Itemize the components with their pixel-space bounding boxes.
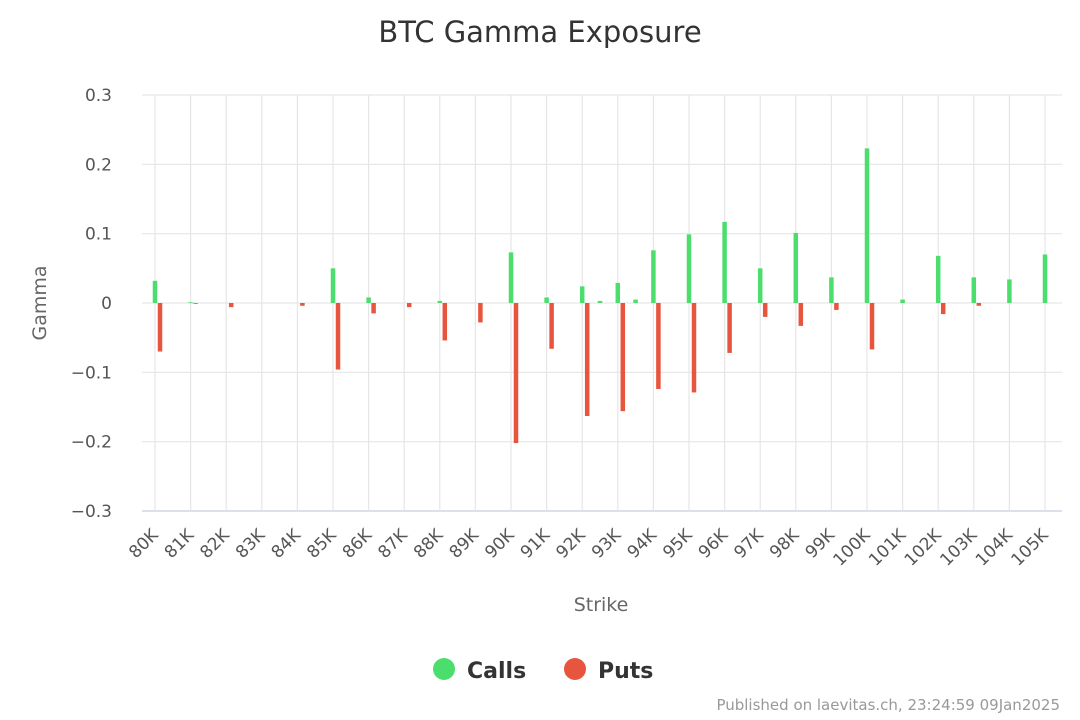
- bar-calls: [900, 299, 905, 303]
- chart-title: BTC Gamma Exposure: [378, 15, 701, 49]
- x-tick-label: 100K: [830, 525, 876, 571]
- x-tick-label: 90K: [481, 525, 519, 563]
- bar-calls: [757, 268, 763, 303]
- bar-puts: [762, 303, 768, 317]
- bar-calls: [686, 234, 692, 303]
- bar-calls: [579, 286, 585, 303]
- x-tick-label: 87K: [374, 525, 412, 563]
- bar-puts: [335, 303, 341, 370]
- bar-calls: [152, 280, 158, 303]
- bar-puts: [656, 303, 661, 389]
- x-tick-label: 83K: [232, 525, 270, 563]
- bar-puts: [620, 303, 626, 412]
- x-tick-label: 102K: [901, 525, 947, 571]
- legend-item-puts[interactable]: Puts: [564, 658, 653, 684]
- y-tick-label: 0.3: [85, 86, 112, 106]
- legend: Calls Puts: [433, 658, 653, 684]
- x-tick-label: 93K: [588, 525, 626, 563]
- y-tick-label: −0.2: [71, 433, 112, 453]
- bar-calls: [544, 297, 549, 303]
- bar-puts: [798, 303, 804, 326]
- x-tick-label: 82K: [196, 525, 234, 563]
- y-tick-label: 0.2: [85, 155, 112, 175]
- y-tick-label: −0.3: [71, 502, 112, 522]
- bar-calls: [935, 255, 941, 303]
- x-tick-label: 81K: [161, 525, 199, 563]
- bar-calls: [971, 277, 977, 303]
- x-tick-label: 89K: [446, 525, 484, 563]
- x-tick-label: 91K: [517, 525, 555, 563]
- bar-calls: [330, 268, 336, 303]
- bar-puts: [584, 303, 590, 417]
- bar-puts: [513, 303, 519, 444]
- x-tick-label: 97K: [730, 525, 768, 563]
- bar-calls: [793, 232, 799, 303]
- x-tick-label: 105K: [1008, 525, 1054, 571]
- bar-puts: [406, 303, 412, 308]
- bar-calls: [1042, 254, 1048, 303]
- y-axis-title: Gamma: [29, 265, 51, 340]
- bar-puts: [442, 303, 448, 341]
- bar-puts: [869, 303, 875, 350]
- bar-puts: [157, 303, 163, 352]
- legend-marker-calls: [433, 658, 455, 680]
- x-tick-label: 94K: [624, 525, 662, 563]
- bar-puts: [193, 303, 198, 304]
- x-tick-label: 85K: [303, 525, 341, 563]
- bar-calls: [864, 148, 870, 303]
- y-axis-ticks: 0.3 0.2 0.1 0 −0.1 −0.2 −0.3: [71, 86, 112, 522]
- y-tick-label: −0.1: [71, 363, 112, 383]
- legend-label-puts: Puts: [598, 659, 653, 684]
- y-tick-label: 0: [101, 294, 112, 314]
- bar-puts: [834, 303, 839, 310]
- bars: [152, 148, 1048, 444]
- x-tick-label: 96K: [695, 525, 733, 563]
- x-tick-label: 98K: [766, 525, 804, 563]
- legend-item-calls[interactable]: Calls: [433, 658, 526, 684]
- bar-puts: [228, 303, 234, 308]
- bar-puts: [976, 303, 982, 306]
- bar-calls: [633, 299, 638, 303]
- bar-calls: [829, 277, 834, 303]
- x-axis-ticks: 80K81K82K83K84K85K86K87K88K89K90K91K92K9…: [125, 525, 1053, 571]
- bar-calls: [1007, 279, 1012, 303]
- x-tick-label: 80K: [125, 525, 163, 563]
- bar-calls: [188, 302, 193, 304]
- x-tick-label: 84K: [268, 525, 306, 563]
- bar-puts: [371, 303, 376, 314]
- legend-marker-puts: [564, 658, 586, 680]
- x-tick-label: 92K: [552, 525, 590, 563]
- x-tick-label: 104K: [972, 525, 1018, 571]
- bar-calls: [437, 300, 443, 303]
- x-tick-label: 86K: [339, 525, 377, 563]
- bar-puts: [691, 303, 697, 393]
- x-tick-label: 101K: [865, 525, 911, 571]
- bar-calls: [508, 252, 514, 303]
- x-tick-label: 95K: [659, 525, 697, 563]
- bar-puts: [940, 303, 946, 315]
- x-axis-title: Strike: [574, 594, 629, 616]
- bar-puts: [549, 303, 554, 349]
- x-tick-label: 103K: [936, 525, 982, 571]
- bar-calls: [366, 297, 371, 303]
- bar-puts: [300, 303, 305, 306]
- y-tick-label: 0.1: [85, 225, 112, 245]
- bar-calls: [615, 282, 621, 303]
- x-tick-label: 88K: [410, 525, 448, 563]
- credit-text: Published on laevitas.ch, 23:24:59 09Jan…: [716, 696, 1060, 714]
- bar-puts: [478, 303, 483, 323]
- bar-puts: [727, 303, 732, 353]
- bar-calls: [651, 250, 656, 303]
- bar-calls: [597, 300, 603, 303]
- bar-calls: [722, 221, 727, 303]
- legend-label-calls: Calls: [467, 659, 526, 684]
